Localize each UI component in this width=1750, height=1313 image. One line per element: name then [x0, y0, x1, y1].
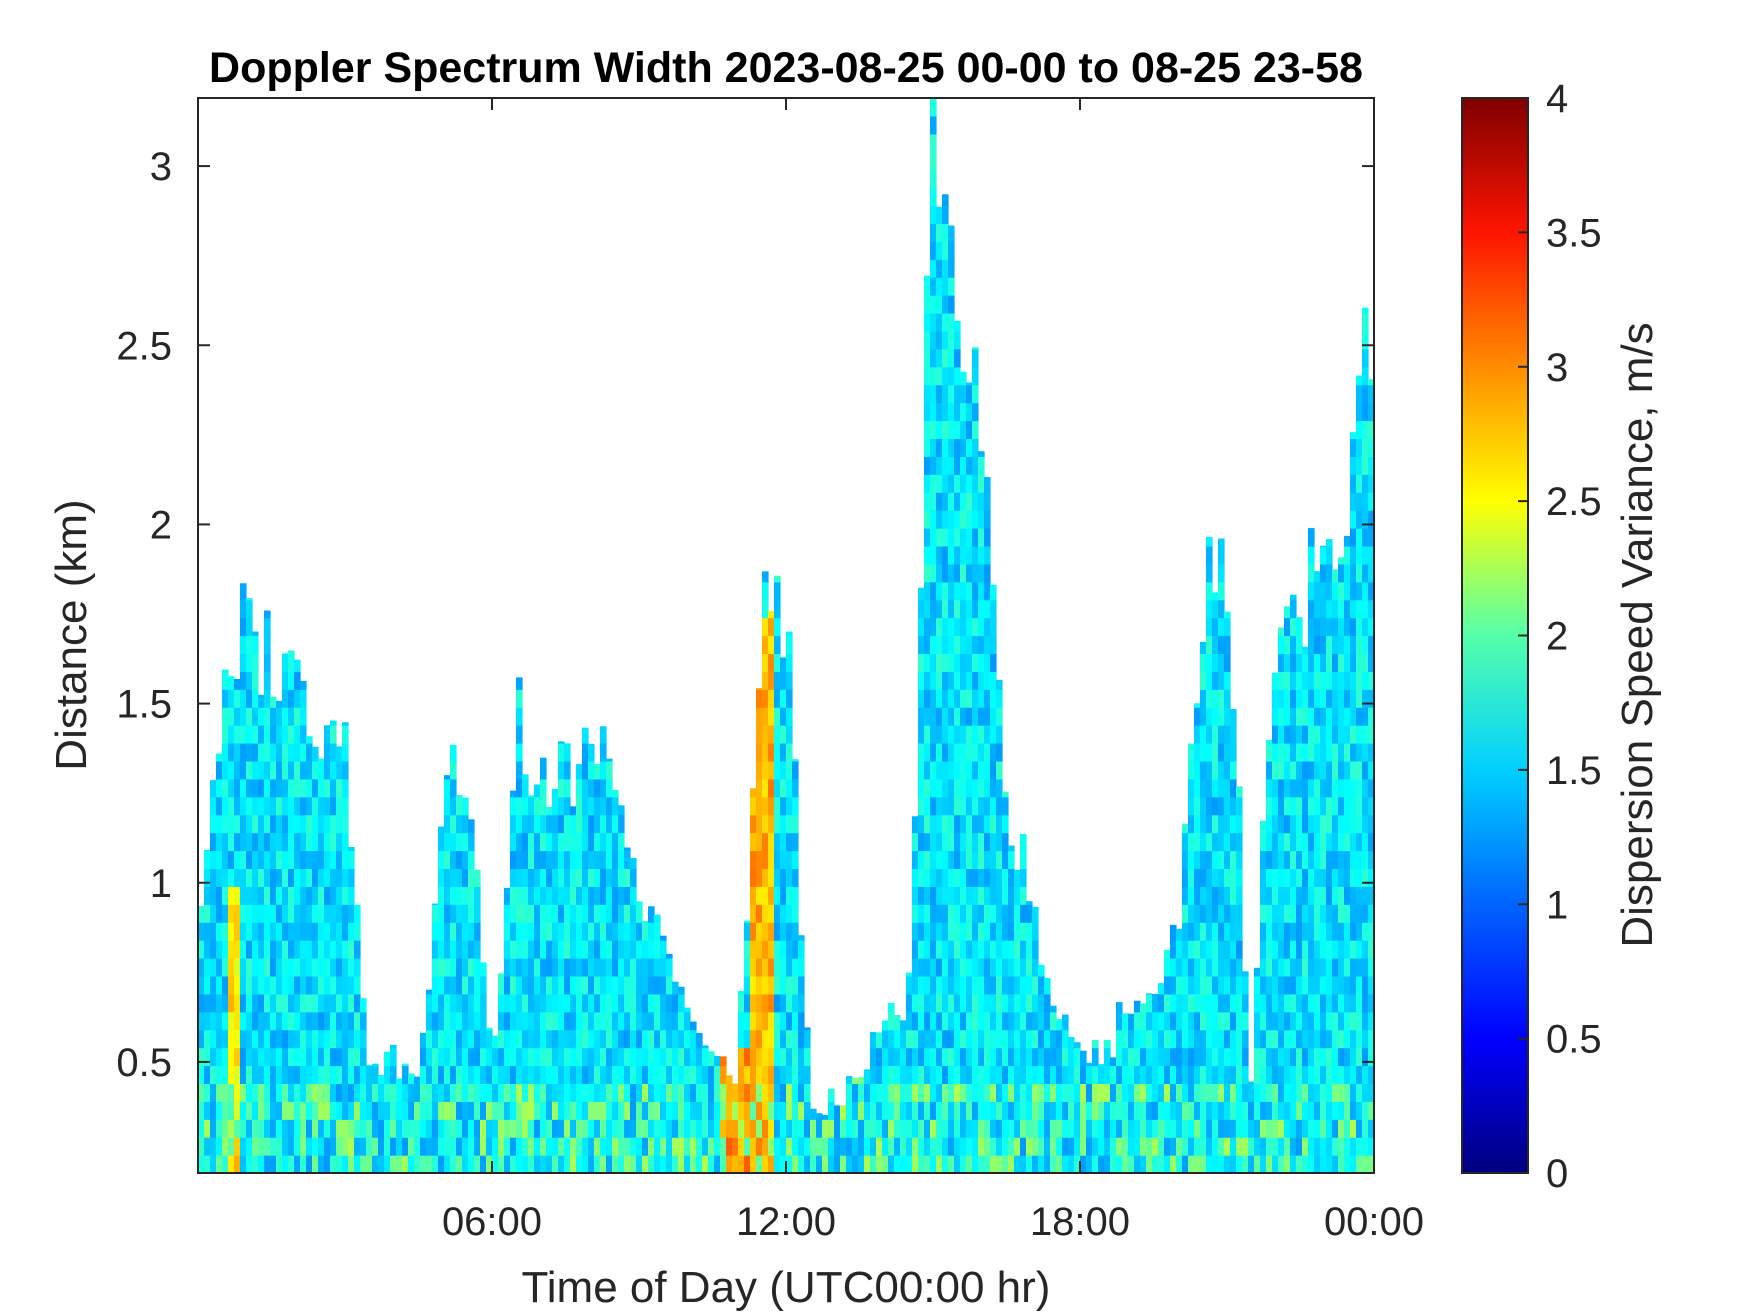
colorbar-tick-label: 4 — [1546, 77, 1568, 121]
y-tick-label: 3 — [150, 145, 172, 189]
colorbar-tick-label: 0 — [1546, 1152, 1568, 1196]
y-tick-label: 2 — [150, 503, 172, 547]
y-tick-label: 1 — [150, 862, 172, 906]
colorbar-tick-label: 3.5 — [1546, 211, 1602, 255]
colorbar-tick-label: 3 — [1546, 346, 1568, 390]
colorbar-tick-label: 0.5 — [1546, 1018, 1602, 1062]
colorbar — [1461, 97, 1529, 1174]
colorbar-tick-label: 1.5 — [1546, 749, 1602, 793]
colorbar-tick-label: 2 — [1546, 615, 1568, 659]
x-tick-label: 18:00 — [1030, 1200, 1130, 1244]
x-axis-label: Time of Day (UTC00:00 hr) — [522, 1263, 1051, 1312]
x-tick-label: 12:00 — [736, 1200, 836, 1244]
y-tick-label: 0.5 — [116, 1041, 172, 1085]
heatmap-data — [198, 98, 1374, 1173]
colorbar-tick-label: 1 — [1546, 883, 1568, 927]
x-axis-ticks: 06:00 12:00 18:00 00:00 — [442, 98, 1424, 1244]
chart-title: Doppler Spectrum Width 2023-08-25 00-00 … — [209, 44, 1363, 92]
colorbar-ticks: 0 0.5 1 1.5 2 2.5 3 3.5 4 — [1518, 77, 1602, 1196]
y-axis-ticks: 0.5 1 1.5 2 2.5 3 — [116, 145, 1374, 1085]
y-tick-label: 1.5 — [116, 683, 172, 727]
colorbar-tick-label: 2.5 — [1546, 480, 1602, 524]
y-tick-label: 2.5 — [116, 324, 172, 368]
y-axis-label: Distance (km) — [47, 499, 96, 770]
colorbar-label: Dispersion Speed Variance, m/s — [1613, 322, 1662, 947]
x-tick-label: 00:00 — [1324, 1200, 1424, 1244]
x-tick-label: 06:00 — [442, 1200, 542, 1244]
